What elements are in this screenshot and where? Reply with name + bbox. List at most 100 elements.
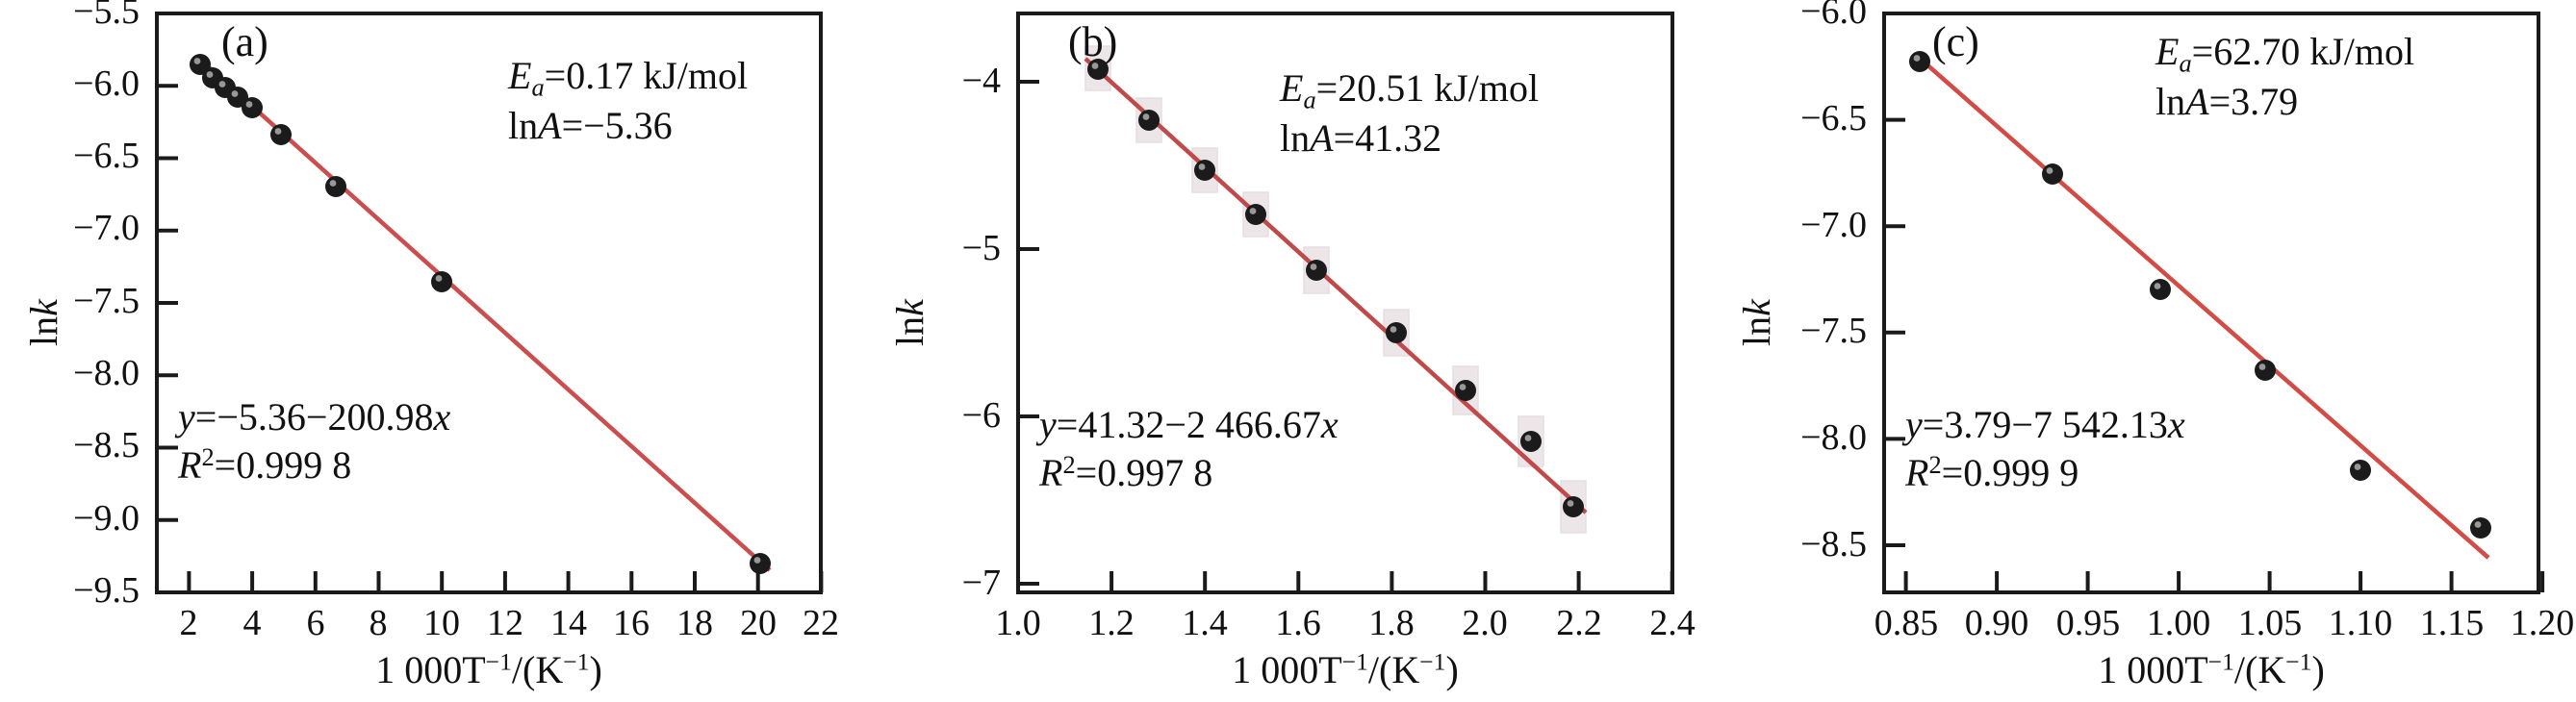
- panel-a-xtick-2: 6: [306, 603, 325, 643]
- panel-c-ea-annotation: Ea=62.70 kJ/mol lnA=3.79: [2155, 29, 2414, 125]
- panel-a-ytick-7: −9.0: [73, 498, 140, 539]
- panel-b-ea-line: Ea=20.51 kJ/mol: [1280, 65, 1539, 115]
- panel-b-equation-annotation: y=41.32−2 466.67x R2=0.997 8: [1039, 402, 1339, 497]
- panel-a: −5.5 −6.0 −6.5 −7.0 −7.5 −8.0 −8.5 −9.0 …: [0, 0, 866, 702]
- panel-a-ea-subscript: a: [531, 72, 545, 102]
- panel-c-ylabel-k: k: [1735, 299, 1778, 316]
- panel-c-xtick-2: 0.95: [2055, 603, 2121, 643]
- panel-c-ylabel-ln: ln: [1735, 315, 1778, 346]
- panel-a-xlabel: 1 000T−1/(K−1): [375, 647, 602, 691]
- panel-a-xtick-5: 12: [487, 603, 523, 643]
- panel-c-xtick-4: 1.05: [2237, 603, 2303, 643]
- panel-a-point-highlights: [193, 58, 761, 564]
- panel-a-ylabel-k: k: [22, 299, 65, 316]
- panel-a-ytick-6: −8.5: [73, 425, 140, 465]
- panel-b-xtick-4: 1.8: [1368, 603, 1415, 643]
- panel-c-y-ticks: [1884, 12, 1905, 547]
- panel-a-tag: (a): [221, 18, 268, 65]
- panel-b-r2-symbol: R: [1039, 450, 1063, 494]
- panel-c: −6.0 −6.5 −7.0 −7.5 −8.0 −8.5 0.85 0.90 …: [1713, 0, 2576, 702]
- panel-b-xtick-3: 1.6: [1275, 603, 1321, 643]
- panel-b-xtick-0: 1.0: [995, 603, 1041, 643]
- panel-b-xtick-2: 1.4: [1182, 603, 1228, 643]
- panel-a-ea-annotation: Ea=0.17 kJ/mol lnA=−5.36: [508, 53, 748, 149]
- panel-b-r2-value: =0.997 8: [1075, 450, 1213, 494]
- panel-a-ytick-2: −6.5: [73, 136, 140, 176]
- panel-b-ea-value: =20.51 kJ/mol: [1315, 66, 1540, 110]
- panel-c-eq-body: =3.79−7 542.13: [1922, 403, 2168, 446]
- panel-c-tag: (c): [1932, 18, 1979, 65]
- panel-a-r2-symbol: R: [178, 442, 202, 487]
- panel-a-ea-symbol: E: [508, 54, 532, 97]
- panel-a-ytick-0: −5.5: [73, 0, 140, 32]
- panel-a-xlabel-1000T: 1 000T: [375, 648, 486, 691]
- panel-c-r2-exponent: 2: [1928, 449, 1942, 479]
- panel-a-ylabel: lnk: [21, 299, 66, 346]
- panel-b-xlabel: 1 000T−1/(K−1): [1232, 647, 1459, 691]
- panel-b-eq-x: x: [1320, 403, 1339, 446]
- panel-c-xtick-1: 0.90: [1964, 603, 2029, 643]
- panel-c-ylabel: lnk: [1734, 299, 1779, 346]
- panel-b-ytick-2: −6: [961, 395, 1001, 436]
- panel-c-r2-line: R2=0.999 9: [1905, 449, 2185, 497]
- panel-b-lnA-prefix: lnA: [1280, 115, 1334, 160]
- panel-c-ea-line: Ea=62.70 kJ/mol: [2155, 29, 2414, 79]
- panel-a-xtick-7: 16: [613, 603, 650, 643]
- panel-a-plot: [155, 12, 824, 594]
- panel-c-xlabel-unit: /(K: [2233, 648, 2286, 691]
- panel-b-equation-line: y=41.32−2 466.67x: [1039, 402, 1339, 449]
- panel-b-xtick-1: 1.2: [1088, 603, 1135, 643]
- panel-b-y-ticks: [1018, 80, 1039, 586]
- panel-a-y-ticks: [157, 12, 178, 594]
- panel-b-eq-body: =41.32−2 466.67: [1056, 403, 1321, 446]
- panel-b-x-ticks: [1016, 571, 1674, 592]
- panel-c-xlabel-1000T: 1 000T: [2098, 648, 2208, 691]
- panel-a-ylabel-ln: ln: [22, 315, 65, 346]
- panel-b-xtick-7: 2.4: [1649, 603, 1696, 643]
- panel-b-xtick-6: 2.2: [1556, 603, 1602, 643]
- panel-a-xtick-8: 18: [676, 603, 713, 643]
- panel-c-ytick-3: −7.5: [1800, 311, 1867, 351]
- panel-c-ytick-5: −8.5: [1800, 524, 1867, 564]
- panel-b-ylabel-ln: ln: [888, 315, 931, 346]
- panel-a-ea-value: =0.17 kJ/mol: [544, 54, 749, 97]
- panel-a-eq-body: =−5.36−200.98: [194, 395, 434, 439]
- panel-b-xlabel-close: ): [1445, 648, 1459, 691]
- panel-a-ytick-3: −7.0: [73, 208, 140, 248]
- panel-b-ea-annotation: Ea=20.51 kJ/mol lnA=41.32: [1280, 65, 1539, 162]
- panel-c-lnA-line: lnA=3.79: [2155, 79, 2414, 126]
- panel-c-lnA-value: =3.79: [2208, 79, 2299, 123]
- panel-c-plot: [1882, 12, 2545, 594]
- panel-a-equation-line: y=−5.36−200.98x: [178, 394, 450, 441]
- panel-b-point-highlights: [1091, 63, 1574, 507]
- panel-a-xtick-1: 4: [242, 603, 262, 643]
- panel-a-xtick-3: 8: [369, 603, 388, 643]
- panel-a-lnA-prefix: lnA: [508, 103, 562, 147]
- panel-c-xtick-6: 1.15: [2419, 603, 2485, 643]
- panel-a-ytick-4: −7.5: [73, 281, 140, 321]
- panel-a-xlabel-close: ): [589, 648, 602, 691]
- panel-c-r2-symbol: R: [1905, 450, 1929, 494]
- panel-a-x-ticks: [187, 571, 824, 592]
- panel-c-xlabel: 1 000T−1/(K−1): [2098, 647, 2325, 691]
- panel-c-ytick-2: −7.0: [1800, 205, 1867, 245]
- panel-c-lnA-prefix: lnA: [2155, 79, 2209, 123]
- panel-c-ytick-4: −8.0: [1800, 417, 1867, 458]
- panel-c-equation-annotation: y=3.79−7 542.13x R2=0.999 9: [1905, 402, 2185, 497]
- panel-b: −4 −5 −6 −7 1.0 1.2 1.4 1.6 1.8 2.0 2.2 …: [866, 0, 1713, 702]
- panel-a-r2-exponent: 2: [201, 441, 215, 471]
- panel-b-xlabel-1000T: 1 000T: [1232, 648, 1342, 691]
- panel-a-xtick-6: 14: [550, 603, 587, 643]
- panel-a-lnA-line: lnA=−5.36: [508, 103, 748, 150]
- panel-c-xlabel-close: ): [2311, 648, 2325, 691]
- panel-c-xtick-0: 0.85: [1874, 603, 1939, 643]
- panel-a-xtick-10: 22: [803, 603, 839, 643]
- panel-b-ytick-0: −4: [961, 61, 1001, 101]
- panel-a-lnA-value: =−5.36: [561, 103, 673, 147]
- panel-c-eq-y: y: [1905, 403, 1923, 446]
- panel-b-lnA-value: =41.32: [1333, 115, 1442, 160]
- panel-a-ea-line: Ea=0.17 kJ/mol: [508, 53, 748, 103]
- panel-c-r2-value: =0.999 9: [1941, 450, 2079, 494]
- panel-b-ylabel-k: k: [888, 299, 931, 316]
